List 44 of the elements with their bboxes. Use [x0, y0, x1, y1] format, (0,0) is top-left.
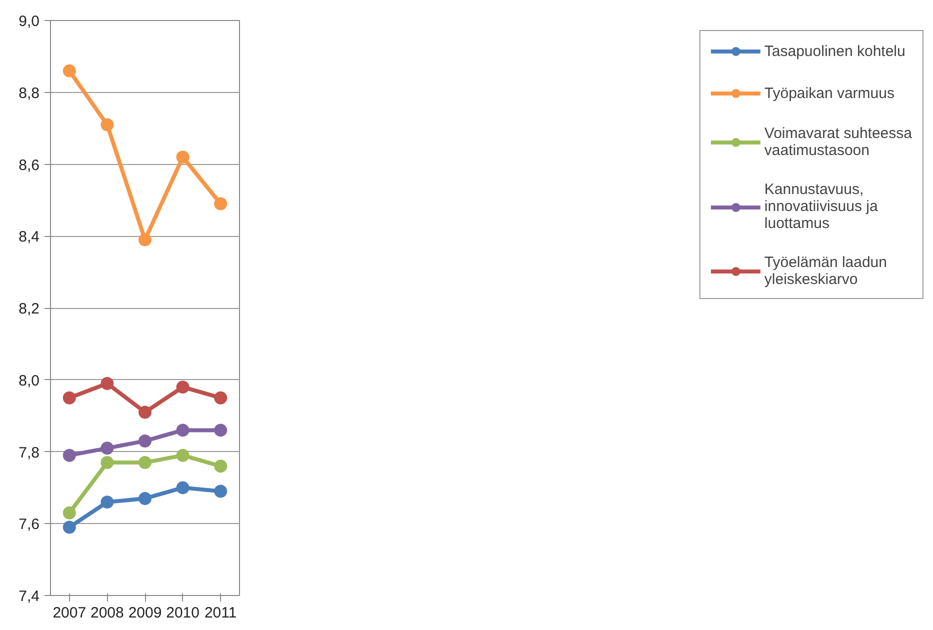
- legend-label: Voimavarat suhteessa vaatimustasoon: [764, 125, 912, 159]
- point: [214, 424, 228, 437]
- point: [138, 492, 152, 505]
- point: [138, 434, 152, 448]
- point: [176, 424, 190, 437]
- point: [62, 506, 76, 520]
- point: [100, 456, 114, 470]
- y-tick-label: 7,4: [18, 588, 40, 605]
- x-tick-label: 2009: [128, 604, 162, 622]
- point: [62, 391, 76, 404]
- legend-label: Työpaikan varmuus: [764, 84, 894, 102]
- y-tick-label: 8,4: [18, 228, 40, 246]
- point: [176, 150, 190, 164]
- point: [62, 64, 76, 78]
- point: [138, 406, 152, 419]
- y-tick-label: 8,8: [18, 84, 40, 102]
- point: [100, 442, 114, 455]
- point: [138, 233, 152, 246]
- x-tick-label: 2008: [90, 604, 124, 622]
- legend-label: Tasapuolinen kohtelu: [764, 42, 906, 60]
- point: [176, 481, 190, 494]
- legend-label: Työelämän laadun yleiskeskiarvo: [764, 254, 887, 288]
- point: [100, 118, 114, 132]
- point: [138, 456, 152, 470]
- y-tick-label: 7,8: [18, 444, 40, 462]
- y-tick-label: 8,0: [18, 372, 40, 390]
- y-tick-label: 7,6: [18, 516, 40, 534]
- point: [100, 496, 114, 509]
- point: [62, 520, 76, 534]
- point: [62, 448, 76, 462]
- x-tick-label: 2007: [52, 604, 86, 622]
- point: [176, 380, 190, 394]
- x-tick-label: 2010: [166, 604, 200, 622]
- point: [176, 448, 190, 462]
- y-tick-label: 8,6: [18, 156, 40, 174]
- point: [214, 460, 228, 473]
- point: [214, 197, 228, 210]
- y-tick-label: 9,0: [18, 13, 40, 30]
- point: [100, 376, 114, 390]
- legend-label: Kannustavuus, innovatiivisuus ja luottamus: [764, 181, 878, 232]
- point: [214, 484, 228, 498]
- x-tick-label: 2011: [204, 604, 237, 622]
- y-tick-label: 8,2: [18, 300, 40, 318]
- point: [214, 391, 228, 404]
